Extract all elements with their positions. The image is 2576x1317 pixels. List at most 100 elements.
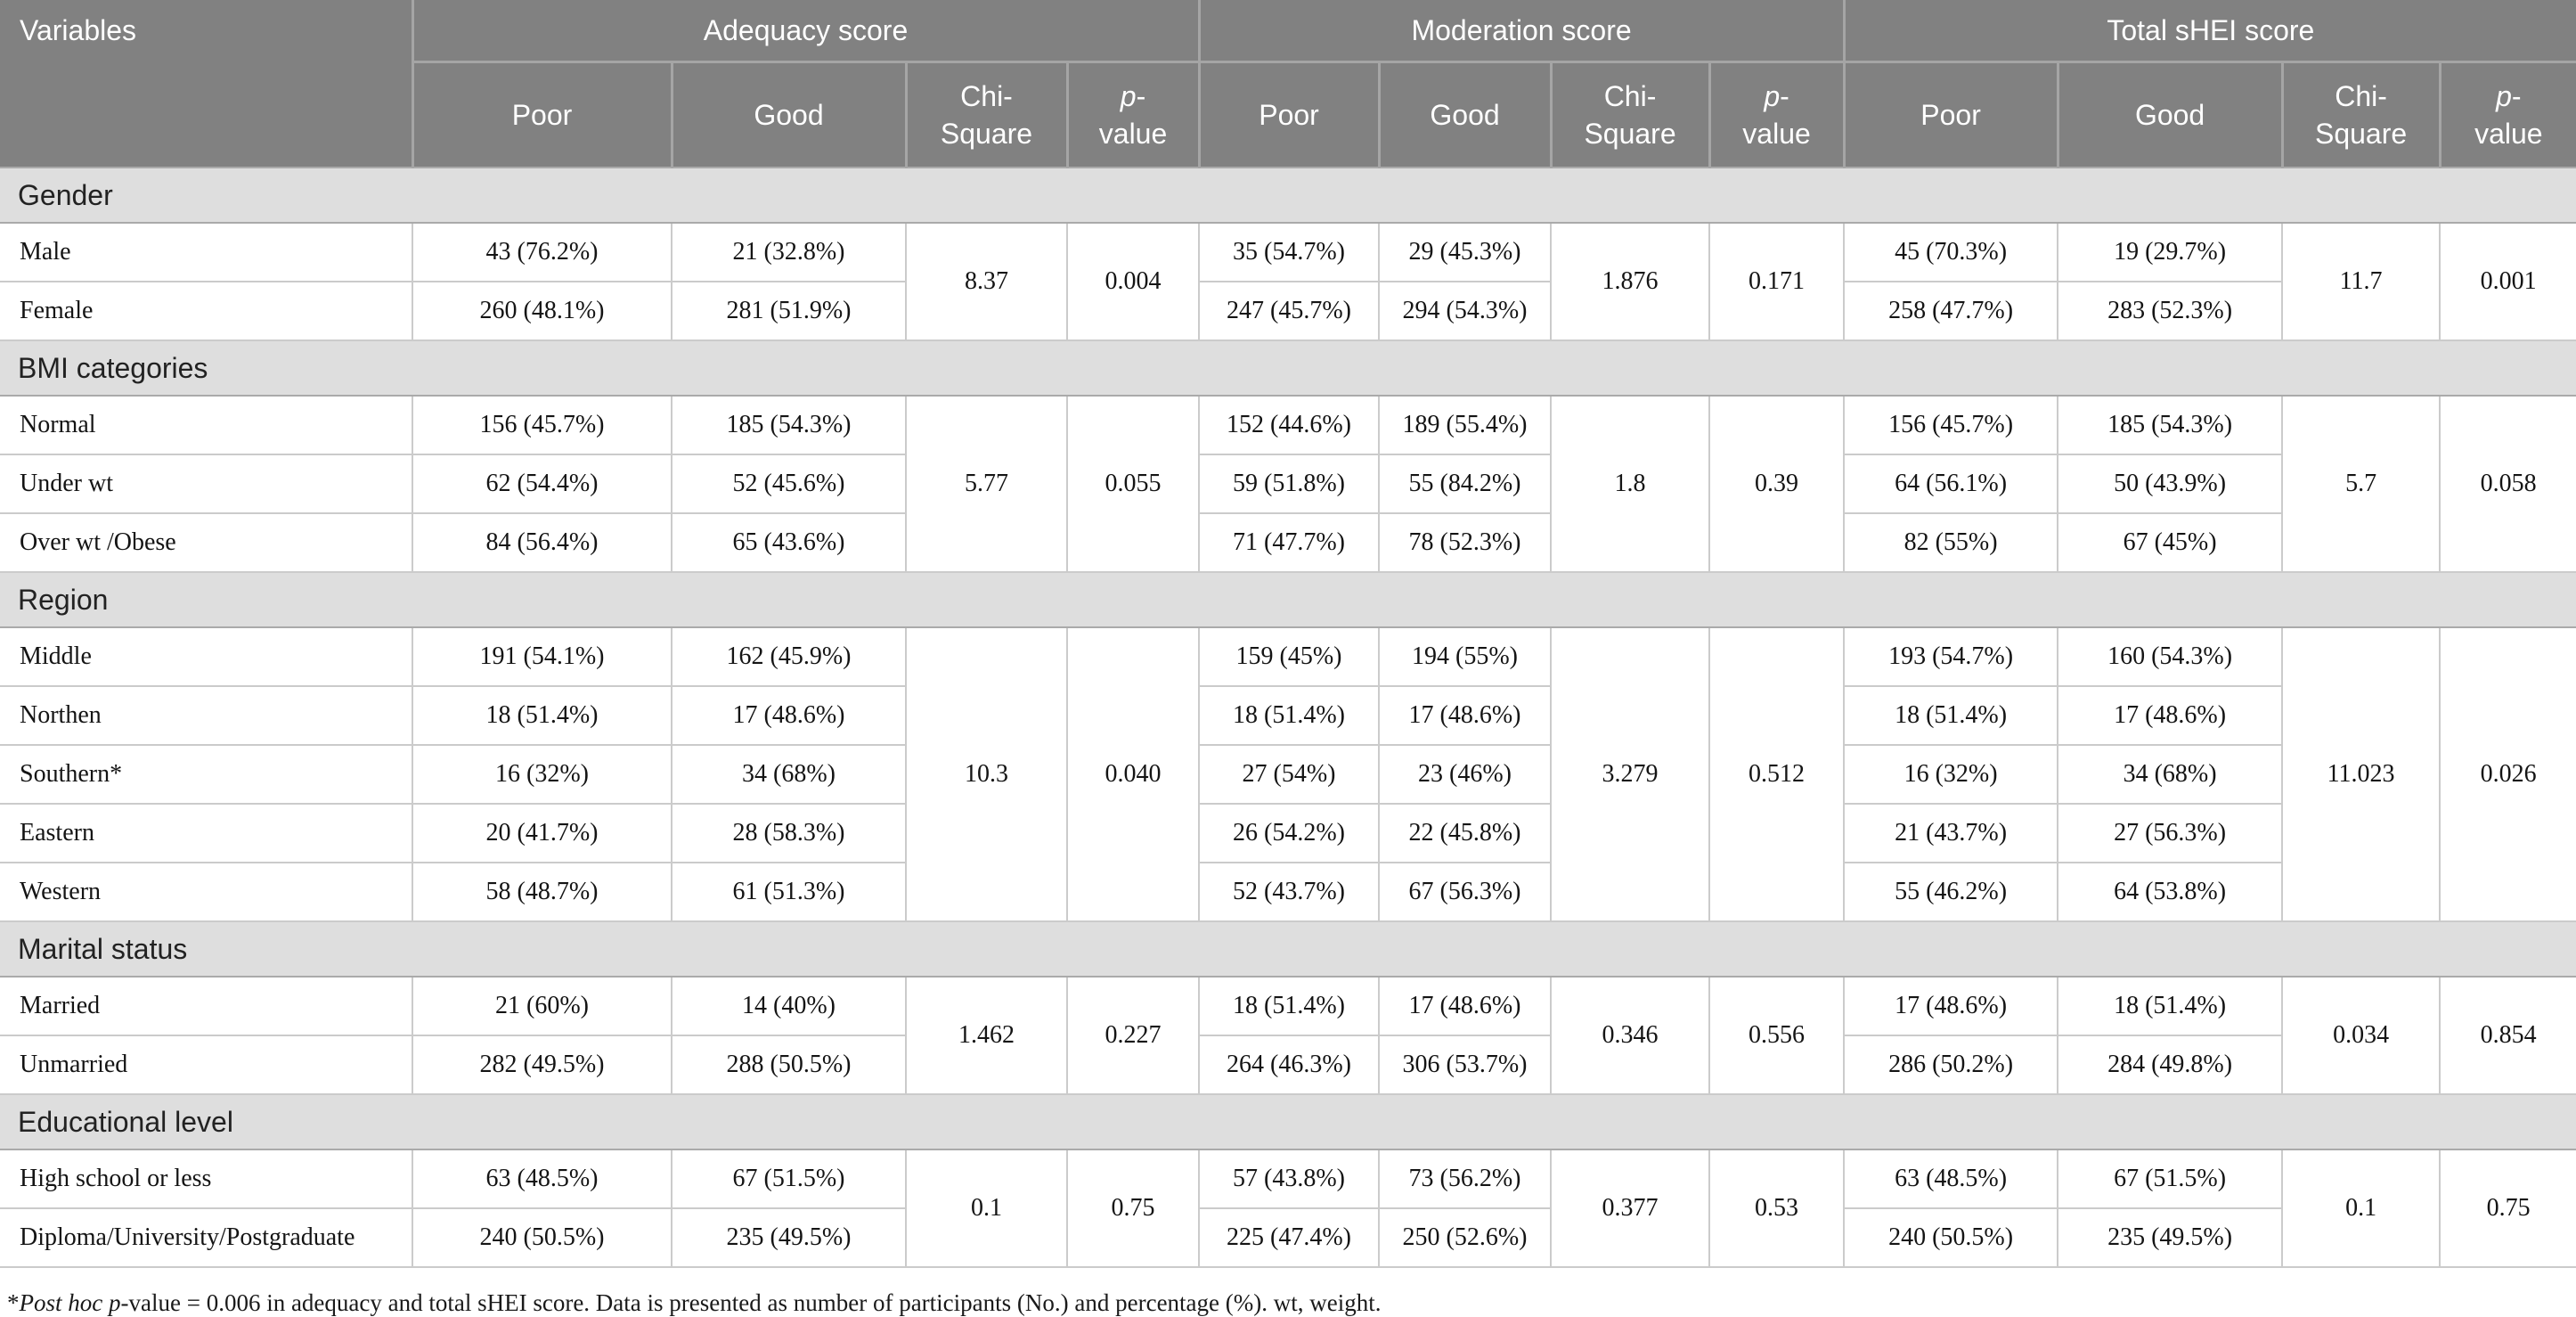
footnote-text: * [7,1289,20,1316]
chi-square-cell: 5.7 [2281,395,2441,573]
value-cell: 27 (54%) [1198,744,1381,805]
table-row-unmarried: Unmarried 282 (49.5%) 288 (50.5%) 264 (46.3… [0,1035,2576,1095]
value-cell: 29 (45.3%) [1378,222,1553,282]
section-row-region: Region [0,571,2576,628]
column-header-adequacy-p-value: p-value [1065,61,1200,168]
table-row-normal: Normal 156 (45.7%) 185 (54.3%) 5.77 0.055 152… [0,395,2576,573]
column-header-total-poor: Poor [1842,61,2058,168]
chi-square-cell: 8.37 [905,222,1068,341]
value-cell: 250 (52.6%) [1378,1207,1553,1268]
chi-square-cell: 0.1 [905,1149,1068,1268]
value-cell: 189 (55.4%) [1378,395,1553,455]
chi-square-cell: 0.346 [1550,976,1711,1095]
column-header-moderation-chi-square: Chi- Square [1549,61,1710,168]
value-cell: 19 (29.7%) [2057,222,2284,282]
value-cell: 18 (51.4%) [2057,976,2284,1036]
value-cell: 22 (45.8%) [1378,803,1553,863]
table-row-northen: Northen 18 (51.4%) 17 (48.6%) 18 (51.4%) 17 … [0,685,2576,746]
variable-cell: Diploma/University/Postgraduate [0,1207,413,1268]
group-header-total-shei-score: Total sHEI score [1842,0,2576,62]
table-row-southern: Southern* 16 (32%) 34 (68%) 27 (54%) 23 (46%… [0,744,2576,805]
variable-cell: Normal [0,395,413,455]
table-footnote: *Post hoc p-value = 0.006 in adequacy an… [0,1268,2576,1317]
value-cell: 26 (54.2%) [1198,803,1381,863]
variable-cell: Under wt [0,454,413,514]
section-row-bmi-categories: BMI categories [0,339,2576,397]
chi-square-cell: 0.377 [1550,1149,1711,1268]
value-cell: 28 (58.3%) [671,803,907,863]
p-value-cell: 0.512 [1708,626,1846,922]
value-cell: 17 (48.6%) [1378,685,1553,746]
p-value-cell: 0.75 [1065,1149,1201,1268]
value-cell: 34 (68%) [671,744,907,805]
value-cell: 156 (45.7%) [1843,395,2059,455]
value-cell: 160 (54.3%) [2057,626,2284,687]
chi-square-cell: 1.876 [1550,222,1711,341]
column-header-variables: Variables [0,0,412,168]
value-cell: 67 (51.5%) [2057,1149,2284,1209]
value-cell: 17 (48.6%) [2057,685,2283,746]
value-cell: 281 (51.9%) [671,281,907,341]
chi-square-cell: 0.034 [2281,976,2441,1095]
table-row-high-school-or-less: High school or less 63 (48.5%) 67 (51.5%) 0… [0,1149,2576,1268]
p-value-cell: 0.001 [2439,222,2576,341]
section-header-bmi-categories: BMI categories [0,339,2576,397]
value-cell: 71 (47.7%) [1198,512,1381,573]
table-row-eastern: Eastern 20 (41.7%) 28 (58.3%) 26 (54.2%) 22 … [0,803,2576,863]
column-header-adequacy-poor: Poor [411,61,672,168]
table-row-western: Western 58 (48.7%) 61 (51.3%) 52 (43.7%) 67 … [0,862,2576,922]
value-cell: 65 (43.6%) [671,512,907,573]
chi-square-cell: 3.279 [1550,626,1711,922]
value-cell: 185 (54.3%) [2057,395,2284,455]
value-cell: 264 (46.3%) [1198,1035,1381,1095]
footnote-text [102,1289,109,1316]
value-cell: 67 (51.5%) [671,1149,907,1209]
value-cell: 14 (40%) [671,976,907,1036]
p-value-cell: 0.171 [1708,222,1846,341]
table-row-diploma-university-postgraduate: Diploma/University/Postgraduate 240 (50.5… [0,1207,2576,1268]
value-cell: 73 (56.2%) [1378,1149,1553,1209]
section-header-educational-level: Educational level [0,1093,2576,1150]
value-cell: 18 (51.4%) [412,685,673,746]
variable-cell: Eastern [0,803,413,863]
p-value-cell: 0.556 [1708,976,1846,1095]
value-cell: 286 (50.2%) [1843,1035,2059,1095]
value-cell: 185 (54.3%) [671,395,907,455]
section-header-region: Region [0,571,2576,628]
value-cell: 240 (50.5%) [412,1207,673,1268]
table-row-male: Male 43 (76.2%) 21 (32.8%) 8.37 0.004 35 (54.… [0,222,2576,341]
p-value-cell: 0.026 [2439,626,2576,922]
table-row-under-wt: Under wt 62 (54.4%) 52 (45.6%) 59 (51.8%) 55… [0,454,2576,514]
value-cell: 17 (48.6%) [1378,976,1553,1036]
value-cell: 21 (43.7%) [1843,803,2059,863]
section-row-educational-level: Educational level [0,1093,2576,1150]
value-cell: 27 (56.3%) [2057,803,2283,863]
value-cell: 282 (49.5%) [412,1035,673,1095]
value-cell: 64 (53.8%) [2057,862,2283,922]
value-cell: 16 (32%) [412,744,673,805]
section-header-gender: Gender [0,167,2576,224]
column-header-moderation-good: Good [1377,61,1552,168]
value-cell: 247 (45.7%) [1198,281,1381,341]
variable-cell: Southern* [0,744,413,805]
chi-square-cell: 1.8 [1550,395,1711,573]
section-row-marital-status: Marital status [0,920,2576,978]
value-cell: 283 (52.3%) [2057,281,2283,341]
value-cell: 58 (48.7%) [412,862,673,922]
value-cell: 63 (48.5%) [1843,1149,2059,1209]
chi-square-cell: 11.7 [2281,222,2441,341]
group-header-adequacy-score: Adequacy score [411,0,1200,62]
value-cell: 194 (55%) [1378,626,1553,687]
value-cell: 59 (51.8%) [1198,454,1381,514]
column-header-adequacy-good: Good [670,61,906,168]
p-value-cell: 0.39 [1708,395,1846,573]
demographics-crosstab-table: Variables Adequacy score Moderation scor… [0,0,2576,1268]
p-value-cell: 0.53 [1708,1149,1846,1268]
value-cell: 52 (43.7%) [1198,862,1381,922]
value-cell: 35 (54.7%) [1198,222,1381,282]
value-cell: 64 (56.1%) [1843,454,2059,514]
table-row-married: Married 21 (60%) 14 (40%) 1.462 0.227 18 (51.… [0,976,2576,1095]
variable-cell: Male [0,222,413,282]
footnote-text: p [109,1289,121,1316]
